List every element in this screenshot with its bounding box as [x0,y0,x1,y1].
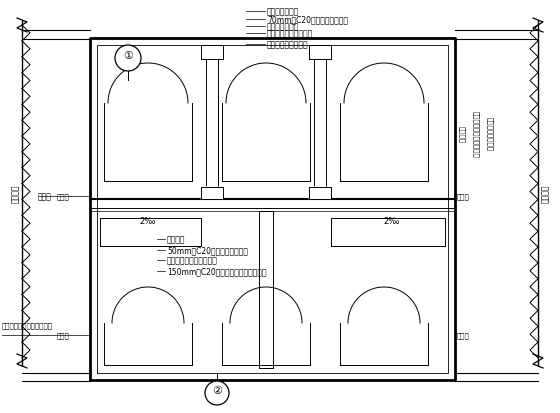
Text: 高分子（自粨）防水卷材: 高分子（自粨）防水卷材 [473,110,479,157]
Text: 素土分层回填层: 素土分层回填层 [267,7,300,17]
Text: 加强防水层（混凝土夹层）: 加强防水层（混凝土夹层） [2,322,53,328]
Text: 洗水层: 洗水层 [38,192,52,201]
Text: 围护结构: 围护结构 [540,184,549,203]
Text: ①: ① [123,51,133,61]
Polygon shape [309,188,331,199]
Text: 单组分浏乳化氥防水层: 单组分浏乳化氥防水层 [267,29,313,38]
Text: 2‰: 2‰ [140,216,156,225]
Polygon shape [201,46,223,60]
Text: ②: ② [212,385,222,395]
Text: 主体结构: 主体结构 [459,125,465,142]
Text: 50mm厚C20细石混凝土保护层: 50mm厚C20细石混凝土保护层 [167,246,248,255]
Text: 2‰: 2‰ [384,216,400,225]
Polygon shape [309,46,331,60]
Text: 施工缝: 施工缝 [456,193,469,200]
Text: 内贴式防水保护层: 内贴式防水保护层 [487,117,493,151]
Text: 70mm厚C20细石混凝土保护层: 70mm厚C20细石混凝土保护层 [267,15,348,24]
Polygon shape [201,188,223,199]
Text: 围护结构: 围护结构 [11,184,20,203]
Text: 150mm厚C20混凝土垒层（厚度欢平）: 150mm厚C20混凝土垒层（厚度欢平） [167,267,267,276]
Text: 结构底板: 结构底板 [167,235,185,244]
Text: 脹膈油层隔离层: 脹膈油层隔离层 [267,22,300,31]
Circle shape [205,381,229,405]
Text: 施工缝: 施工缝 [57,332,69,339]
Text: 结构板（厚度欢平）: 结构板（厚度欢平） [267,40,309,50]
Text: 高分子（自粨）防水卷材: 高分子（自粨）防水卷材 [167,256,218,265]
Text: 施工缝: 施工缝 [57,193,69,200]
Circle shape [115,46,141,72]
Text: 施工缝: 施工缝 [456,332,469,339]
